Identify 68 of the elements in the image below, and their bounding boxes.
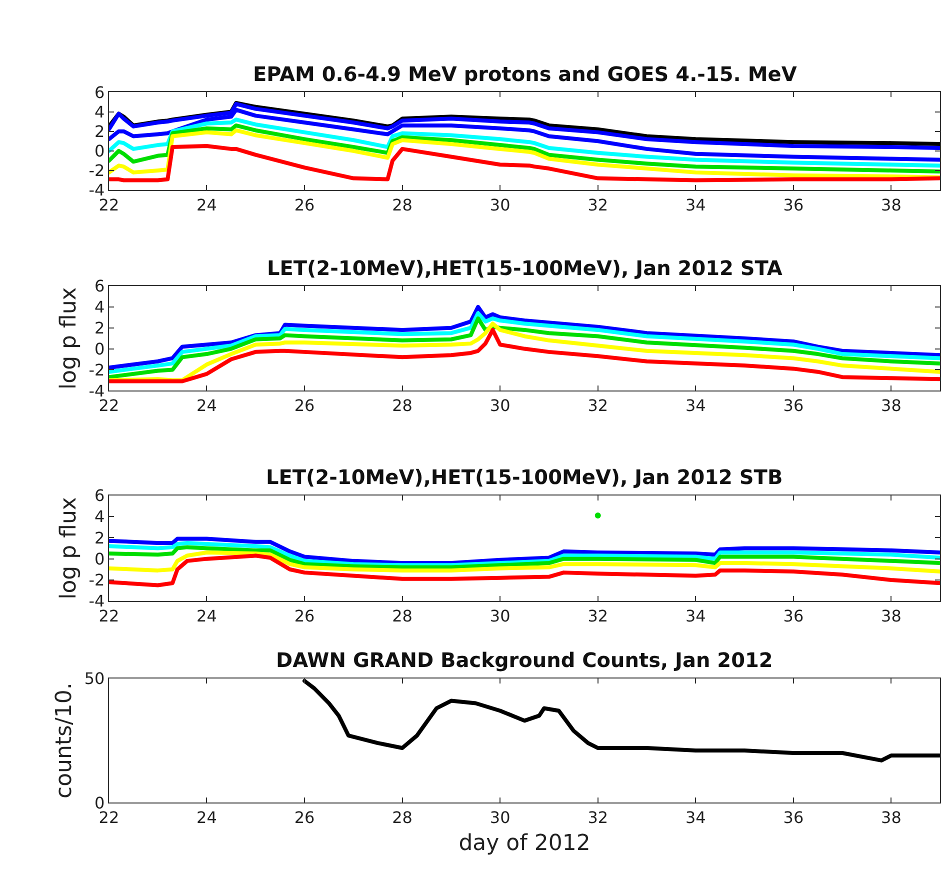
x-tick-label: 38 [881,606,902,626]
x-tick-label: 24 [196,195,217,214]
y-tick-label: 2 [94,122,105,141]
x-tick-label: 28 [392,606,412,626]
x-tick-label: 24 [196,396,217,415]
line-series [108,554,940,588]
y-axis-title: counts/10. [52,682,78,799]
x-tick-label: 28 [392,808,412,827]
line-series [108,144,940,182]
chart-title: LET(2-10MeV),HET(15-100MeV), Jan 2012 STA [267,256,783,280]
y-tick-label: 6 [94,486,105,505]
y-tick-label: 6 [94,276,105,296]
y-tick-label: 0 [94,142,105,161]
x-tick-label: 38 [881,396,902,415]
y-tick-label: 2 [94,318,105,338]
x-tick-label: 24 [196,606,217,626]
x-tick-label: 26 [294,808,315,827]
y-tick-label: -2 [88,161,105,180]
y-tick-label: 6 [94,82,105,102]
y-tick-label: 4 [94,507,105,526]
line-series [108,118,940,168]
x-tick-label: 26 [294,396,315,415]
y-tick-label: 4 [94,102,105,122]
x-tick-label: 28 [392,396,412,415]
x-tick-label: 24 [196,808,217,827]
x-tick-label: 36 [783,808,804,827]
x-tick-label: 34 [685,396,706,415]
x-tick-label: 38 [881,808,902,827]
x-tick-label: 30 [490,396,510,415]
x-tick-label: 28 [392,195,412,214]
line-series [108,540,940,568]
line-series [108,536,940,566]
line-series [108,545,940,570]
x-tick-label: 36 [783,195,804,214]
x-tick-label: 36 [783,606,804,626]
chart-title: DAWN GRAND Background Counts, Jan 2012 [276,648,773,672]
x-tick-label: 34 [685,195,706,214]
x-tick-label: 30 [490,606,510,626]
y-tick-label: 2 [94,528,105,548]
x-tick-label: 26 [294,606,315,626]
x-tick-label: 38 [881,195,902,214]
chart-title: EPAM 0.6-4.9 MeV protons and GOES 4.-15. MeV [253,62,798,86]
y-axis-title: log p flux [56,497,82,600]
x-tick-label: 34 [685,606,706,626]
line-series [108,123,940,174]
x-tick-label: 30 [490,808,510,827]
y-tick-label: 0 [94,549,105,568]
line-series [108,128,940,180]
line-series [108,550,940,574]
x-tick-label: 32 [588,808,608,827]
y-tick-label: -2 [88,570,105,590]
x-tick-label: 26 [294,195,315,214]
line-series [302,678,940,762]
x-tick-label: 32 [588,195,608,214]
y-tick-label: 4 [94,298,105,317]
x-tick-label: 36 [783,396,804,415]
line-series [108,311,940,374]
line-series [108,304,940,370]
y-tick-label: 50 [84,669,105,688]
chart-title: LET(2-10MeV),HET(15-100MeV), Jan 2012 STB [266,465,783,489]
y-tick-label: 0 [94,339,105,358]
x-axis-title: day of 2012 [458,830,590,856]
x-tick-label: 32 [588,396,608,415]
x-tick-label: 30 [490,195,510,214]
y-axis-title: log p flux [56,287,82,390]
x-tick-label: 34 [685,808,706,827]
y-tick-label: -2 [88,360,105,380]
x-tick-label: 32 [588,606,608,626]
